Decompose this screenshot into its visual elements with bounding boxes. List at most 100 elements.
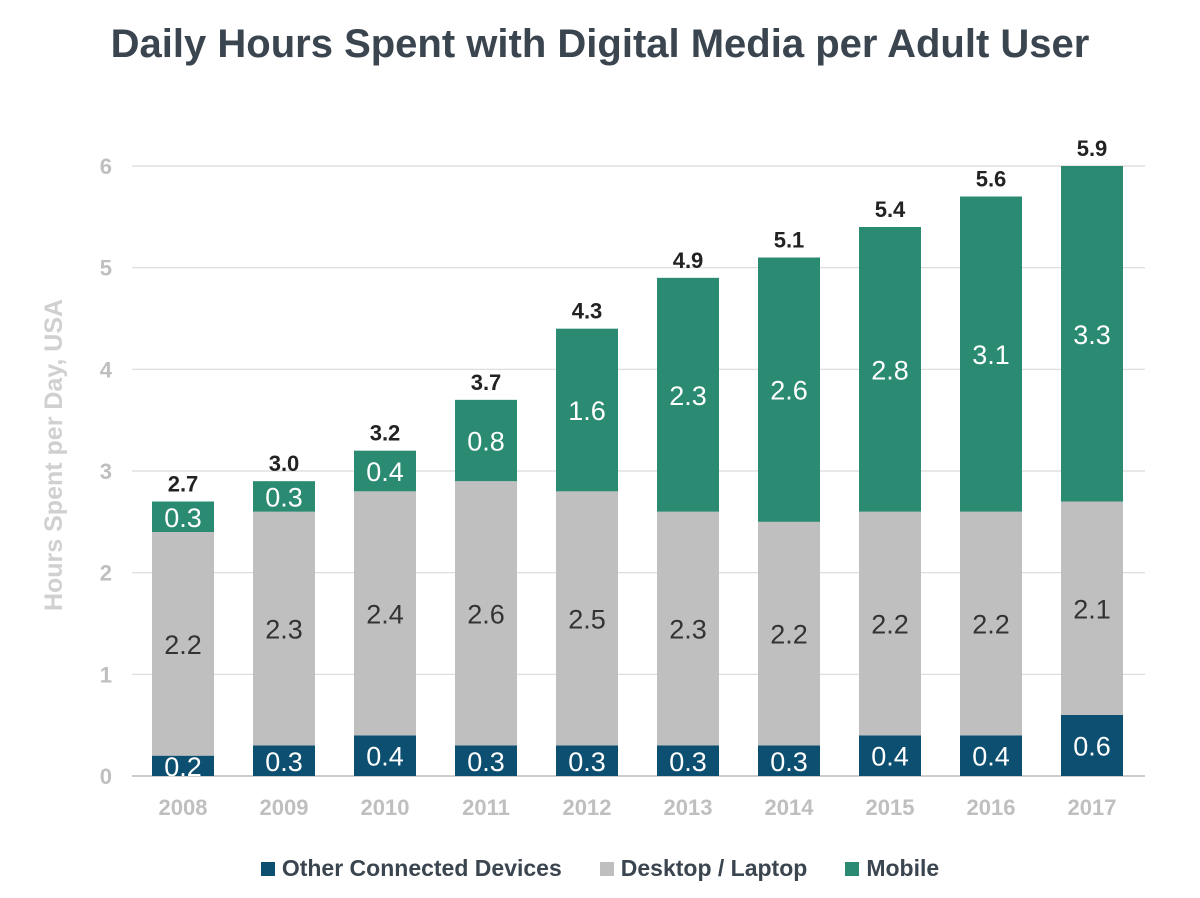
y-tick-label: 2 xyxy=(100,561,112,586)
total-label: 3.2 xyxy=(370,421,401,446)
data-label: 2.3 xyxy=(669,615,707,645)
legend: Other Connected Devices Desktop / Laptop… xyxy=(0,855,1200,882)
bar-segment xyxy=(859,511,921,736)
total-label: 2.7 xyxy=(168,472,199,497)
y-tick-label: 1 xyxy=(100,662,112,687)
x-tick-label: 2017 xyxy=(1068,795,1117,820)
bar-segment xyxy=(758,521,820,746)
bar-segment xyxy=(758,745,820,776)
y-tick-label: 3 xyxy=(100,459,112,484)
data-label: 0.3 xyxy=(164,503,202,533)
bar-segment xyxy=(758,257,820,522)
total-label: 5.9 xyxy=(1077,136,1108,161)
data-label: 2.2 xyxy=(164,630,202,660)
data-label: 2.6 xyxy=(467,599,505,629)
bar-segment xyxy=(1061,715,1123,776)
data-label: 3.1 xyxy=(972,340,1010,370)
bar-segment xyxy=(253,481,315,512)
data-label: 2.2 xyxy=(770,620,808,650)
data-label: 1.6 xyxy=(568,396,606,426)
data-label: 2.6 xyxy=(770,376,808,406)
data-label: 2.3 xyxy=(669,381,707,411)
y-tick-label: 6 xyxy=(100,154,112,179)
data-label: 2.2 xyxy=(972,610,1010,640)
legend-swatch-other xyxy=(260,861,275,876)
legend-label-other: Other Connected Devices xyxy=(281,855,562,881)
bar-segment xyxy=(354,450,416,492)
bar-segment xyxy=(556,491,618,746)
bar-segment xyxy=(960,511,1022,736)
data-label: 2.8 xyxy=(871,355,909,385)
data-label: 0.3 xyxy=(669,747,707,777)
bar-segment xyxy=(960,735,1022,776)
legend-swatch-mobile xyxy=(845,861,860,876)
bar-segment xyxy=(455,745,517,776)
data-label: 0.3 xyxy=(265,482,303,512)
data-label: 0.3 xyxy=(568,747,606,777)
data-label: 0.2 xyxy=(164,752,202,782)
bar-segment xyxy=(455,399,517,482)
data-label: 2.3 xyxy=(265,615,303,645)
bar-segment xyxy=(455,481,517,746)
bar-segment xyxy=(354,491,416,736)
x-tick-label: 2011 xyxy=(462,795,510,820)
bar-segment xyxy=(253,511,315,746)
bar-segment xyxy=(152,532,214,756)
x-tick-label: 2013 xyxy=(664,795,713,820)
data-label: 0.3 xyxy=(770,747,808,777)
data-label: 2.1 xyxy=(1073,594,1111,624)
y-axis-title: Hours Spent per Day, USA xyxy=(40,299,68,611)
x-tick-label: 2016 xyxy=(967,795,1016,820)
x-tick-label: 2015 xyxy=(866,795,915,820)
y-tick-label: 5 xyxy=(100,256,112,281)
bar-segment xyxy=(354,735,416,776)
x-tick-label: 2008 xyxy=(159,795,208,820)
x-tick-label: 2010 xyxy=(361,795,410,820)
data-label: 0.6 xyxy=(1073,732,1111,762)
data-label: 0.4 xyxy=(972,742,1010,772)
data-label: 2.4 xyxy=(366,599,404,629)
bar-segment xyxy=(657,745,719,776)
data-label: 0.3 xyxy=(265,747,303,777)
x-tick-label: 2012 xyxy=(563,795,612,820)
legend-item-other: Other Connected Devices xyxy=(260,855,562,882)
bar-segment xyxy=(253,745,315,776)
data-label: 0.4 xyxy=(871,742,909,772)
legend-item-desktop: Desktop / Laptop xyxy=(599,855,808,882)
data-label: 2.2 xyxy=(871,610,909,640)
legend-label-mobile: Mobile xyxy=(866,855,940,881)
y-tick-label: 4 xyxy=(100,357,113,382)
data-label: 0.3 xyxy=(467,747,505,777)
bar-segment xyxy=(859,735,921,776)
bar-segment xyxy=(152,501,214,532)
legend-label-desktop: Desktop / Laptop xyxy=(620,855,808,881)
total-label: 3.0 xyxy=(269,451,300,476)
bar-segment xyxy=(1061,166,1123,502)
x-tick-label: 2014 xyxy=(765,795,815,820)
x-tick-label: 2009 xyxy=(260,795,309,820)
bar-segment xyxy=(859,227,921,512)
bar-segment xyxy=(657,277,719,512)
data-label: 0.4 xyxy=(366,457,404,487)
total-label: 5.6 xyxy=(976,167,1007,192)
bar-segment xyxy=(556,328,618,492)
total-label: 4.3 xyxy=(572,299,603,324)
total-label: 5.1 xyxy=(774,228,805,253)
y-tick-label: 0 xyxy=(100,764,112,789)
bar-segment xyxy=(556,745,618,776)
data-label: 0.8 xyxy=(467,427,505,457)
total-label: 5.4 xyxy=(875,197,906,222)
bar-segment xyxy=(657,511,719,746)
legend-swatch-desktop xyxy=(599,861,614,876)
bar-segment xyxy=(960,196,1022,512)
data-label: 0.4 xyxy=(366,742,404,772)
bar-segment xyxy=(1061,501,1123,715)
total-label: 4.9 xyxy=(673,248,704,273)
data-label: 2.5 xyxy=(568,604,606,634)
bar-segment xyxy=(152,755,214,776)
total-label: 3.7 xyxy=(471,370,502,395)
chart-title: Daily Hours Spent with Digital Media per… xyxy=(110,22,1090,66)
data-label: 3.3 xyxy=(1073,320,1111,350)
legend-item-mobile: Mobile xyxy=(845,855,939,882)
